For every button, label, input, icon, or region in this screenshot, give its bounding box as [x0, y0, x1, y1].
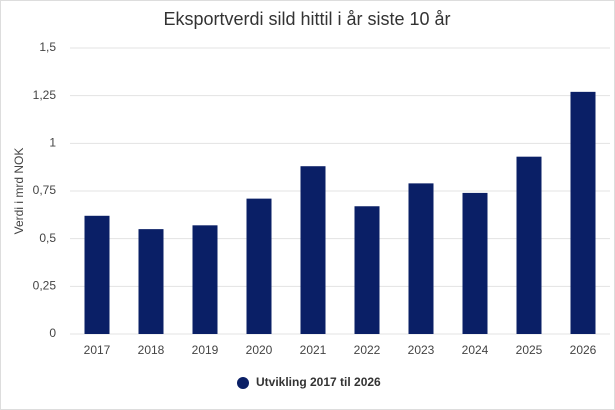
y-tick-label: 0 — [49, 326, 56, 340]
y-tick-label: 0,75 — [33, 183, 57, 197]
bar — [84, 215, 110, 334]
legend-label: Utvikling 2017 til 2026 — [256, 375, 381, 389]
bar — [138, 229, 164, 334]
x-tick-label: 2018 — [138, 343, 165, 357]
bar — [408, 183, 434, 334]
bar — [246, 198, 272, 334]
x-tick-label: 2026 — [570, 343, 597, 357]
x-tick-label: 2017 — [84, 343, 111, 357]
y-tick-label: 0,25 — [33, 279, 57, 293]
x-tick-label: 2020 — [246, 343, 273, 357]
x-tick-label: 2022 — [354, 343, 381, 357]
x-tick-label: 2025 — [516, 343, 543, 357]
y-axis-label: Verdi i mrd NOK — [12, 148, 26, 235]
bar — [192, 225, 218, 334]
bar — [300, 166, 326, 334]
y-tick-label: 1,25 — [33, 88, 57, 102]
bar — [354, 206, 380, 334]
y-tick-label: 0,5 — [39, 231, 56, 245]
chart-title: Eksportverdi sild hittil i år siste 10 å… — [163, 9, 450, 29]
bar — [516, 156, 542, 334]
y-tick-label: 1,5 — [39, 40, 56, 54]
bar — [570, 91, 596, 334]
bar — [462, 192, 488, 334]
x-tick-label: 2023 — [408, 343, 435, 357]
y-tick-label: 1 — [49, 136, 56, 150]
legend-marker — [237, 377, 249, 389]
x-tick-label: 2019 — [192, 343, 219, 357]
x-tick-label: 2021 — [300, 343, 327, 357]
x-tick-label: 2024 — [462, 343, 489, 357]
